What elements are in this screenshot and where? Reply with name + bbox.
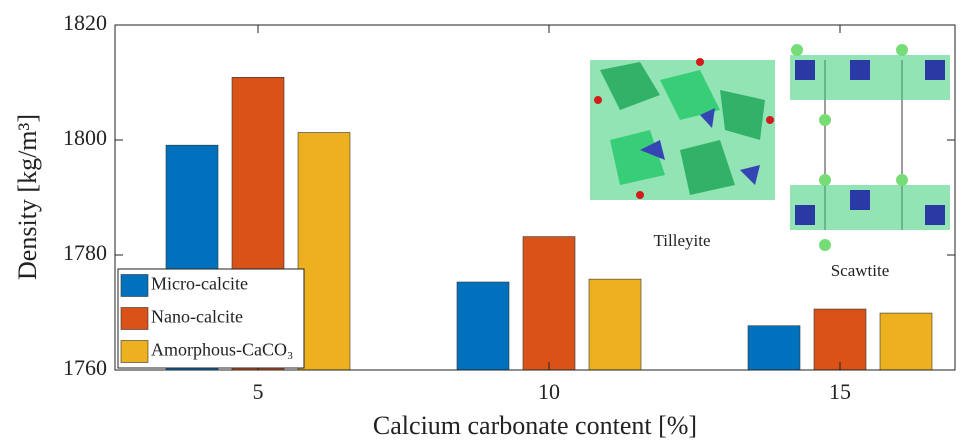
- bar: [298, 133, 350, 370]
- bar: [589, 279, 641, 370]
- chart: Tilleyite Scawtite Calcium carbonate con…: [0, 0, 971, 445]
- bar: [457, 282, 509, 370]
- bar: [814, 309, 866, 370]
- bar: [880, 313, 932, 370]
- legend-swatch: [121, 275, 148, 297]
- bar: [523, 237, 575, 370]
- x-tick-label: 10: [538, 379, 560, 404]
- y-tick-label: 1780: [63, 240, 107, 265]
- y-tick-label: 1820: [63, 10, 107, 35]
- legend-swatch: [121, 308, 148, 330]
- legend: Micro-calcite Nano-calcite Amorphous-CaCO₃: [118, 269, 304, 368]
- tilleyite-structure: [590, 58, 775, 200]
- legend-label: Nano-calcite: [151, 307, 243, 327]
- x-tick-label: 5: [253, 379, 264, 404]
- legend-label: Amorphous-CaCO₃: [151, 340, 293, 360]
- annotation: Scawtite: [831, 261, 890, 280]
- y-axis-title: Density [kg/m³]: [13, 114, 42, 280]
- bar: [748, 326, 800, 370]
- y-tick-label: 1760: [63, 355, 107, 380]
- x-tick-label: 15: [829, 379, 851, 404]
- annotation: Tilleyite: [654, 231, 711, 250]
- legend-swatch: [121, 341, 148, 363]
- x-axis-title: Calcium carbonate content [%]: [373, 411, 697, 440]
- legend-label: Micro-calcite: [151, 274, 248, 294]
- y-tick-label: 1800: [63, 125, 107, 150]
